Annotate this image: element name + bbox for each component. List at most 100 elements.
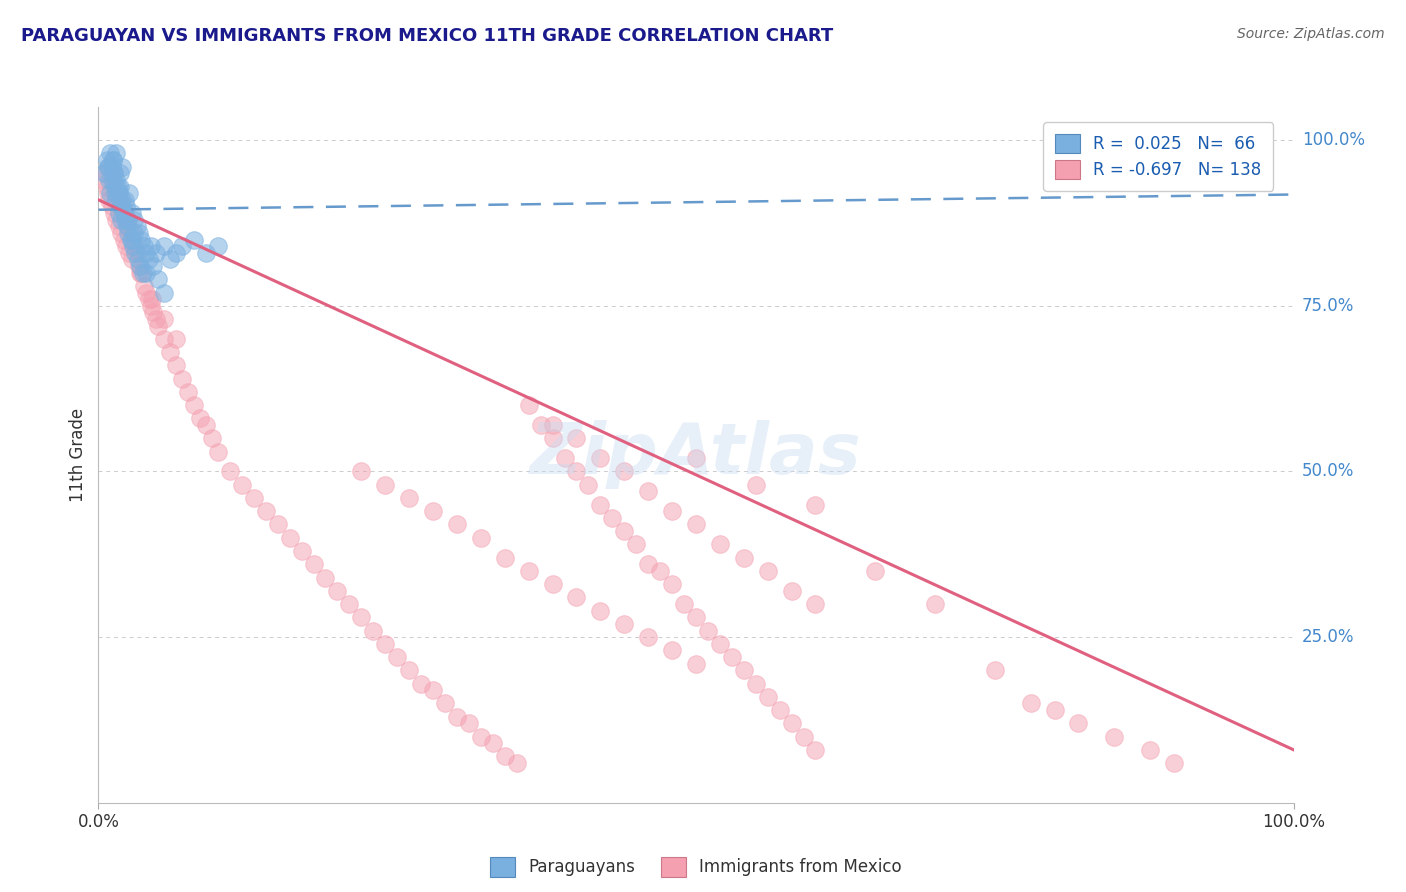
Point xyxy=(105,193,128,207)
Point xyxy=(120,226,142,240)
Point xyxy=(1139,743,1161,757)
Point xyxy=(661,577,683,591)
Point xyxy=(132,279,155,293)
Point xyxy=(101,153,124,167)
Point xyxy=(112,233,135,247)
Point xyxy=(172,372,194,386)
Point xyxy=(114,193,136,207)
Point xyxy=(159,345,181,359)
Point xyxy=(131,233,153,247)
Point xyxy=(108,199,131,213)
Point xyxy=(138,252,160,267)
Point xyxy=(756,690,779,704)
Point xyxy=(128,226,150,240)
Point xyxy=(709,537,731,551)
Point xyxy=(115,212,138,227)
Point xyxy=(661,643,683,657)
Point xyxy=(446,709,468,723)
Point xyxy=(132,239,155,253)
Point xyxy=(385,650,409,665)
Text: ZipAtlas: ZipAtlas xyxy=(530,420,862,490)
Point xyxy=(709,637,731,651)
Point xyxy=(768,703,790,717)
Point xyxy=(153,239,176,253)
Point xyxy=(494,749,516,764)
Legend: Paraguayans, Immigrants from Mexico: Paraguayans, Immigrants from Mexico xyxy=(482,849,910,885)
Point xyxy=(117,212,139,227)
Point xyxy=(648,564,672,578)
Point xyxy=(127,252,149,267)
Point xyxy=(188,411,211,425)
Point xyxy=(165,332,187,346)
Point xyxy=(541,418,564,433)
Point xyxy=(177,384,200,399)
Point xyxy=(98,186,122,201)
Point xyxy=(183,233,205,247)
Point xyxy=(207,239,229,253)
Point xyxy=(541,431,564,445)
Point xyxy=(350,465,373,479)
Point xyxy=(374,477,396,491)
Point xyxy=(315,570,337,584)
Point xyxy=(685,451,707,466)
Point xyxy=(120,233,142,247)
Point xyxy=(121,206,143,220)
Point xyxy=(115,219,138,234)
Point xyxy=(96,153,118,167)
Point xyxy=(637,484,659,499)
Point xyxy=(104,179,127,194)
Point xyxy=(243,491,266,505)
Point xyxy=(290,544,312,558)
Point xyxy=(613,524,636,538)
Point xyxy=(1163,756,1185,770)
Point xyxy=(613,465,636,479)
Point xyxy=(114,206,136,220)
Point xyxy=(470,730,492,744)
Point xyxy=(145,245,167,260)
Point xyxy=(793,730,815,744)
Point xyxy=(529,418,551,433)
Point xyxy=(159,252,181,267)
Point xyxy=(110,199,132,213)
Point xyxy=(93,166,115,180)
Point xyxy=(105,146,128,161)
Point xyxy=(780,583,803,598)
Point xyxy=(554,451,576,466)
Point xyxy=(97,160,120,174)
Point xyxy=(745,477,768,491)
Point xyxy=(231,477,253,491)
Point xyxy=(267,517,290,532)
Point xyxy=(108,193,131,207)
Point xyxy=(118,245,141,260)
Point xyxy=(422,683,444,698)
Point xyxy=(148,318,170,333)
Point xyxy=(135,245,157,260)
Point xyxy=(97,160,120,174)
Point xyxy=(131,266,153,280)
Point xyxy=(110,226,132,240)
Point xyxy=(124,212,146,227)
Point xyxy=(107,186,129,201)
Point xyxy=(117,219,139,234)
Point xyxy=(129,266,152,280)
Point xyxy=(98,160,122,174)
Point xyxy=(100,160,122,174)
Point xyxy=(98,146,122,161)
Point xyxy=(517,398,540,412)
Point xyxy=(685,517,707,532)
Point xyxy=(124,226,146,240)
Point xyxy=(780,716,803,731)
Point xyxy=(114,212,136,227)
Point xyxy=(1102,730,1125,744)
Point xyxy=(111,193,134,207)
Point xyxy=(422,504,444,518)
Point xyxy=(804,498,827,512)
Point xyxy=(110,212,132,227)
Point xyxy=(673,597,696,611)
Point xyxy=(1019,697,1042,711)
Point xyxy=(165,245,187,260)
Point xyxy=(589,498,612,512)
Point xyxy=(685,657,707,671)
Point xyxy=(219,465,242,479)
Point xyxy=(124,239,146,253)
